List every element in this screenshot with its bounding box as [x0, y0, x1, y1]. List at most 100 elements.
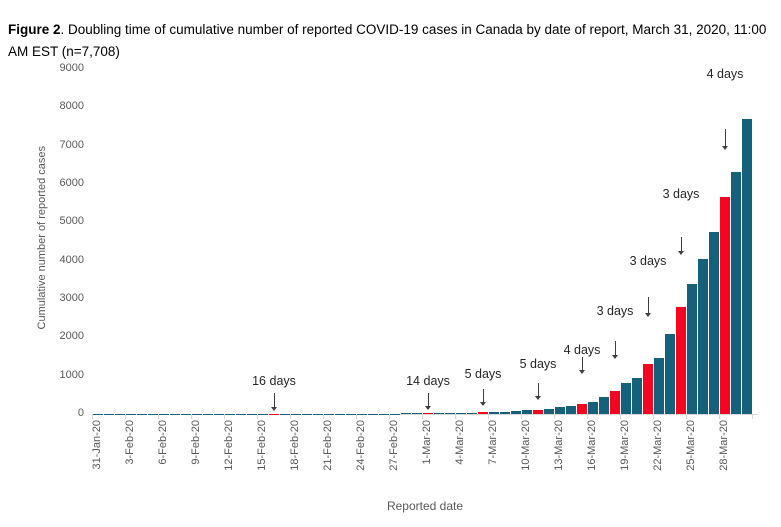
x-axis-tick-label: 12-Feb-20 [223, 420, 235, 471]
doubling-time-label: 4 days [563, 343, 601, 357]
down-arrow-icon [271, 393, 277, 411]
x-axis-tick [752, 415, 753, 419]
down-arrow-icon [535, 383, 541, 400]
doubling-time-label: 14 days [406, 374, 450, 388]
x-axis-tick [653, 415, 654, 419]
down-arrow-icon [722, 129, 728, 150]
y-axis-tick-label: 9000 [59, 62, 84, 74]
bar [709, 231, 719, 414]
doubling-time-label: 3 days [596, 304, 634, 318]
x-axis-tick-label: 22-Mar-20 [652, 420, 664, 471]
x-axis-tick [191, 415, 192, 419]
x-axis-tick [290, 415, 291, 419]
doubling-time-label: 5 days [464, 367, 502, 381]
bar [522, 410, 532, 414]
x-axis-tick-label: 18-Feb-20 [289, 420, 301, 471]
bar-doubling-highlight [423, 413, 433, 414]
bar [445, 412, 455, 414]
x-axis-tick-label: 1-Mar-20 [421, 420, 433, 465]
x-axis-tick [389, 415, 390, 419]
x-axis-tick-label: 15-Feb-20 [256, 420, 268, 471]
doubling-time-label: 5 days [519, 357, 557, 371]
bar-doubling-highlight [643, 364, 653, 414]
x-axis-tick-label: 28-Mar-20 [718, 420, 730, 471]
x-axis-tick [521, 415, 522, 419]
bar [566, 405, 576, 414]
x-axis-tick-label: 7-Mar-20 [487, 420, 499, 465]
bar [500, 411, 510, 414]
bar [588, 401, 598, 414]
bar [489, 411, 499, 414]
x-axis-tick-label: 10-Mar-20 [520, 420, 532, 471]
figure-caption-text: . Doubling time of cumulative number of … [8, 21, 767, 59]
doubling-time-label: 3 days [662, 187, 700, 201]
x-axis-title: Reported date [386, 499, 464, 513]
down-arrow-icon [425, 393, 431, 410]
bar [687, 283, 697, 414]
x-axis-tick-label: 6-Feb-20 [157, 420, 169, 465]
bar [731, 171, 741, 414]
x-axis-tick [719, 415, 720, 419]
x-axis-tick [554, 415, 555, 419]
bar-doubling-highlight [676, 307, 686, 414]
y-axis-tick-label: 8000 [59, 100, 84, 113]
y-axis-tick-label: 0 [77, 407, 84, 419]
y-axis-tick-label: 5000 [59, 215, 84, 228]
bar [621, 383, 631, 414]
bar [511, 411, 521, 414]
doubling-time-label: 16 days [252, 374, 296, 388]
y-axis-tick-label: 4000 [59, 253, 84, 266]
x-axis-tick [422, 415, 423, 419]
bar [632, 377, 642, 414]
bar [555, 407, 565, 414]
y-axis-tick-label: 2000 [59, 330, 84, 343]
bar [544, 408, 554, 414]
bar [467, 412, 477, 414]
doubling-time-label: 3 days [629, 254, 667, 268]
x-axis-tick [620, 415, 621, 419]
x-axis-tick [356, 415, 357, 419]
doubling-time-label: 4 days [706, 67, 744, 81]
down-arrow-icon [612, 341, 618, 359]
bar-doubling-highlight [720, 197, 730, 414]
x-axis-tick [125, 415, 126, 419]
bar-doubling-highlight [610, 391, 620, 414]
bar [698, 259, 708, 414]
x-axis-tick [323, 415, 324, 419]
bar [599, 397, 609, 414]
bar [665, 333, 675, 414]
x-axis-tick [587, 415, 588, 419]
bar [401, 413, 411, 414]
x-axis-line [92, 414, 758, 415]
x-axis-tick [224, 415, 225, 419]
bar [434, 412, 444, 414]
bar [654, 357, 664, 414]
x-axis-tick-label: 19-Mar-20 [619, 420, 631, 471]
down-arrow-icon [645, 297, 651, 317]
x-axis-tick-label: 3-Feb-20 [124, 420, 136, 465]
down-arrow-icon [678, 237, 684, 255]
down-arrow-icon [579, 357, 585, 374]
x-axis-tick [686, 415, 687, 419]
y-axis-tick-label: 3000 [59, 292, 84, 304]
x-axis-tick-label: 9-Feb-20 [190, 420, 202, 465]
y-axis-tick-label: 6000 [59, 177, 84, 189]
x-axis-tick [158, 415, 159, 419]
down-arrow-icon [480, 389, 486, 406]
bar-doubling-highlight [478, 412, 488, 414]
x-axis-tick-label: 24-Feb-20 [355, 420, 367, 471]
x-axis-tick-label: 16-Mar-20 [586, 420, 598, 471]
figure-label: Figure 2 [8, 21, 61, 37]
x-axis-tick [92, 415, 93, 419]
x-axis-tick-label: 31-Jan-20 [91, 420, 103, 470]
y-axis-tick-label: 7000 [59, 138, 84, 151]
figure-caption: Figure 2. Doubling time of cumulative nu… [8, 19, 774, 63]
bar-doubling-highlight [533, 409, 543, 414]
bar [742, 118, 752, 414]
x-axis-tick-label: 13-Mar-20 [553, 420, 565, 471]
x-axis-tick-label: 4-Mar-20 [454, 420, 466, 465]
x-axis-tick-label: 21-Feb-20 [322, 420, 334, 471]
x-axis-tick [257, 415, 258, 419]
x-axis-tick [455, 415, 456, 419]
